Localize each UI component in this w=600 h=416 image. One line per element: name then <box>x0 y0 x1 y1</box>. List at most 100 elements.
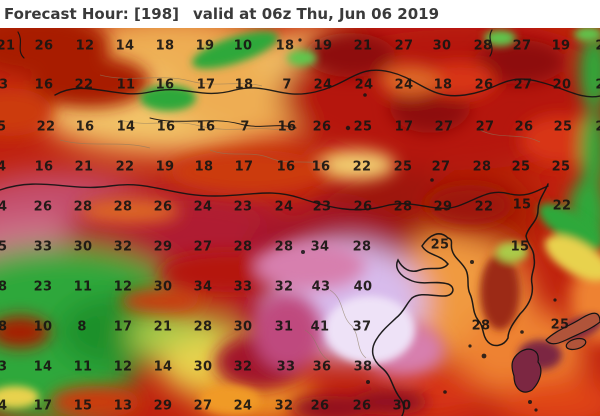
temp-label: 26 <box>33 199 53 215</box>
temp-label: 28 <box>233 239 253 255</box>
temp-label: 33 <box>233 279 253 295</box>
japan-islands <box>511 312 600 393</box>
temp-label: 25 <box>511 159 531 175</box>
temp-label: 25 <box>353 119 373 135</box>
temp-label: 16 <box>276 159 296 175</box>
temp-label: 17 <box>234 159 254 175</box>
temp-label: 24 <box>0 398 8 414</box>
temp-label: 17 <box>394 119 414 135</box>
temp-label: 26 <box>34 38 54 54</box>
temp-label: 11 <box>73 359 93 375</box>
temp-label: 26 <box>353 199 373 215</box>
temp-label: 25 <box>553 119 573 135</box>
temp-label: 26 <box>474 77 494 93</box>
temp-label: 12 <box>113 359 133 375</box>
temp-label: 18 <box>275 38 295 54</box>
temp-label: 24 <box>274 199 294 215</box>
temp-label: 2 <box>595 120 600 135</box>
temp-label: 28 <box>274 239 294 255</box>
temp-label: 15 <box>510 239 530 255</box>
temp-label: 30 <box>233 319 253 335</box>
valid-time-label: valid at 06z Thu, Jun 06 2019 <box>193 5 440 23</box>
temp-label: 30 <box>432 38 452 54</box>
temp-label: 32 <box>274 279 294 295</box>
temp-label: 22 <box>474 199 494 215</box>
temp-label: 29 <box>153 398 173 414</box>
temp-label: 15 <box>73 398 93 414</box>
temp-label: 28 <box>471 318 491 334</box>
temp-label: 38 <box>353 359 373 375</box>
temp-label: 30 <box>73 239 93 255</box>
temp-label: 16 <box>155 77 175 93</box>
temp-label: 11 <box>116 77 136 93</box>
temp-label: 25 <box>551 159 571 175</box>
temp-label: 14 <box>153 359 173 375</box>
temp-label: 19 <box>313 38 333 54</box>
temp-label: 41 <box>310 319 330 335</box>
temp-label: 28 <box>352 239 372 255</box>
temp-label: 28 <box>473 38 493 54</box>
temp-label: 23 <box>312 199 332 215</box>
temp-label: 18 <box>194 159 214 175</box>
temp-label: 22 <box>352 159 372 175</box>
temp-label: 22 <box>552 198 572 214</box>
temp-label: 28 <box>393 199 413 215</box>
temp-label: 14 <box>33 359 53 375</box>
temp-label: 17 <box>33 398 53 414</box>
temp-label: 27 <box>431 159 451 175</box>
temp-label: 24 <box>193 199 213 215</box>
temp-label: 18 <box>433 77 453 93</box>
temp-label: 26 <box>153 199 173 215</box>
coastline <box>371 183 549 416</box>
temp-label: 23 <box>0 77 9 93</box>
temp-label: 16 <box>311 159 331 175</box>
temp-label: 14 <box>115 38 135 54</box>
temp-label: 25 <box>550 317 570 333</box>
temp-label: 30 <box>392 398 412 414</box>
temp-label: 27 <box>193 239 213 255</box>
country-borders <box>0 29 600 211</box>
temp-label: 32 <box>274 398 294 414</box>
temp-label: 24 <box>354 77 374 93</box>
temp-label: 19 <box>195 38 215 54</box>
temp-label: 16 <box>34 77 54 93</box>
temp-label: 23 <box>33 279 53 295</box>
temp-label: 17 <box>196 77 216 93</box>
temp-label: 36 <box>312 359 332 375</box>
temp-label: 26 <box>312 119 332 135</box>
temp-label: 34 <box>0 199 8 215</box>
temp-label: 16 <box>75 119 95 135</box>
temp-label: 28 <box>113 199 133 215</box>
temp-label: 27 <box>475 119 495 135</box>
temp-label: 27 <box>434 119 454 135</box>
temp-label: 16 <box>196 119 216 135</box>
temp-label: 34 <box>193 279 213 295</box>
temp-label: 22 <box>115 159 135 175</box>
temp-label: 14 <box>116 119 136 135</box>
temp-label: 18 <box>155 38 175 54</box>
city-dots <box>298 38 557 412</box>
temp-label: 12 <box>75 38 95 54</box>
temp-label: 17 <box>113 319 133 335</box>
forecast-hour-label: Forecast Hour: [198] <box>4 5 180 23</box>
temp-label: 21 <box>153 319 173 335</box>
temp-label: 10 <box>33 319 53 335</box>
temp-label: 13 <box>113 398 133 414</box>
temp-label: 22 <box>36 119 56 135</box>
temp-label: 20 <box>552 77 572 93</box>
temp-label: 25 <box>393 159 413 175</box>
temp-label: 2 <box>595 78 600 93</box>
temp-label: 28 <box>73 199 93 215</box>
temp-label: 19 <box>551 38 571 54</box>
temp-label: 26 <box>310 398 330 414</box>
temp-label: 18 <box>234 77 254 93</box>
temp-label: 34 <box>310 239 330 255</box>
temp-label: 24 <box>313 77 333 93</box>
temp-label: 29 <box>433 199 453 215</box>
temp-label: 24 <box>0 159 7 175</box>
temp-label: 28 <box>193 319 213 335</box>
temp-label: 30 <box>193 359 213 375</box>
